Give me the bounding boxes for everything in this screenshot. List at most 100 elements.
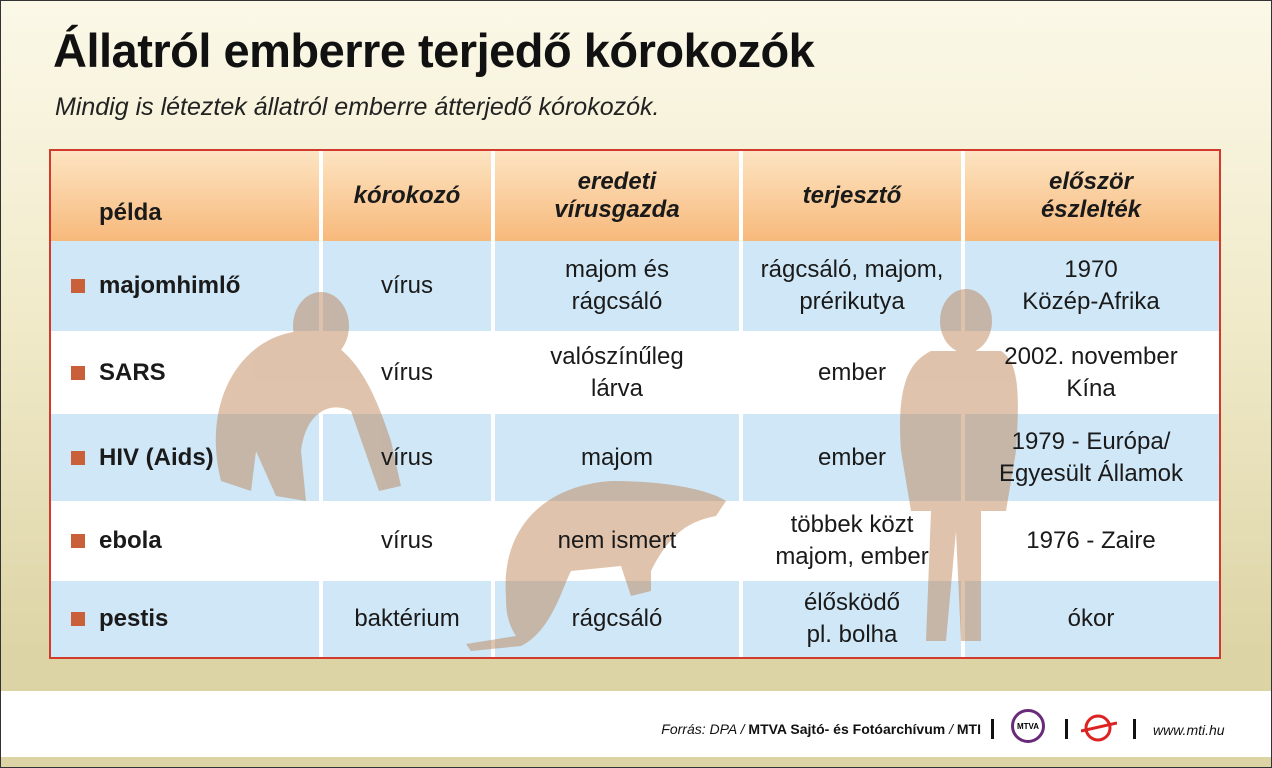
text-line: vírus (380, 358, 433, 386)
cell: 1970 Közép-Afrika (963, 241, 1219, 331)
header-cell: eredeti vírusgazda (493, 151, 741, 241)
text-line: rágcsáló (571, 288, 663, 315)
text-line: majomhimlő (99, 272, 241, 299)
cell: rágcsáló (493, 581, 741, 657)
text-line: eredeti (577, 168, 657, 195)
cell: SARS (51, 331, 321, 414)
bullet (71, 534, 85, 548)
source-agency: MTI (956, 721, 981, 737)
row-bg (51, 501, 1219, 581)
source: Forrás: DPA / MTVA Sajtó- és Fotóarchívu… (661, 721, 981, 737)
text-line: ebola (99, 527, 162, 554)
text-line: észlelték (1040, 196, 1142, 223)
cell: majomhimlő (51, 241, 321, 331)
cell: 2002. november Kína (963, 331, 1219, 414)
cell: pestis (51, 581, 321, 657)
bullet (71, 450, 85, 465)
text-line: 1970 (1064, 256, 1118, 283)
cell: HIV (Aids) (51, 414, 321, 501)
text-line: rágcsáló, majom, (760, 256, 944, 283)
text-line: vírus (380, 272, 433, 299)
header-cell: terjesztő (741, 151, 963, 241)
cell: majom (493, 414, 741, 501)
text-line: prérikutya (799, 288, 905, 315)
row-bg (51, 581, 1219, 657)
table: példa kórokozó eredeti vírusgazda terjesztő e… (49, 149, 1221, 659)
cell: rágcsáló, majom, prérikutya (741, 241, 963, 331)
cell: ember (741, 331, 963, 414)
column-separator (739, 151, 743, 657)
header-cell: kórokozó (321, 151, 493, 241)
text-line: élősködő (803, 589, 901, 616)
text-line: lárva (590, 374, 644, 402)
cell: vírus (321, 331, 493, 414)
row-bg (51, 331, 1219, 414)
text-line: Közép-Afrika (1022, 288, 1160, 315)
text-line: Kína (1066, 374, 1116, 402)
column-separator (961, 151, 965, 657)
footer: Forrás: DPA / MTVA Sajtó- és Fotóarchívu… (1, 691, 1271, 757)
cell: valószínűleg lárva (493, 331, 741, 414)
mti-logo (1081, 714, 1117, 742)
column-separator (491, 151, 495, 657)
text-line: rágcsáló (571, 605, 663, 632)
text-line: majom (580, 443, 653, 471)
subtitle: Mindig is léteztek állatról emberre átte… (55, 93, 660, 121)
text-line: vírusgazda (554, 196, 680, 223)
cell: ember (741, 414, 963, 501)
text-line: 1979 - Európa/ (1011, 427, 1171, 455)
text-line: pestis (99, 605, 169, 632)
logo: MTVA (1011, 709, 1045, 743)
cell: majom és rágcsáló (493, 241, 741, 331)
text-line: vírus (380, 527, 433, 554)
cell: ebola (51, 501, 321, 581)
text-line: baktérium (354, 605, 460, 632)
row-bg (51, 151, 1219, 241)
divider (1065, 719, 1068, 739)
cell: többek közt majom, ember (741, 501, 963, 581)
text-line: 1976 - Zaire (1026, 527, 1156, 554)
cell: baktérium (321, 581, 493, 657)
text-line: ember (817, 443, 887, 471)
title: Állatról emberre terjedő kórokozók (53, 24, 815, 77)
column-separator (319, 151, 323, 657)
text-line: valószínűleg (550, 342, 684, 370)
row-bg (51, 241, 1219, 331)
text-line: 2002. november (1004, 342, 1178, 370)
source-slash: / (949, 721, 953, 737)
text-line: többek közt (790, 511, 914, 538)
text-line: majom és (564, 256, 670, 283)
text-line: kórokozó (353, 182, 461, 209)
text-line: majom, ember (775, 543, 929, 570)
text-line: ember (817, 358, 887, 386)
website: www.mti.hu (1153, 722, 1225, 738)
text-line: vírus (380, 443, 433, 471)
cell: vírus (321, 241, 493, 331)
cell: ókor (963, 581, 1219, 657)
source-archive: MTVA Sajtó- és Fotóarchívum (748, 721, 946, 737)
source-prefix: Forrás: DPA / (661, 721, 745, 737)
row-bg (51, 414, 1219, 501)
cell: nem ismert (493, 501, 741, 581)
cell: vírus (321, 501, 493, 581)
text-line: Egyesült Államok (998, 459, 1184, 487)
divider (1133, 719, 1136, 739)
text-line: HIV (Aids) (99, 443, 214, 471)
cell: élősködő pl. bolha (741, 581, 963, 657)
text-line: ókor (1067, 605, 1115, 632)
cell: 1976 - Zaire (963, 501, 1219, 581)
text-line: terjesztő (802, 182, 902, 209)
cell: vírus (321, 414, 493, 501)
text-line: SARS (99, 358, 166, 386)
text-line: nem ismert (557, 527, 677, 554)
bullet (71, 279, 85, 293)
header-cell: példa (51, 151, 321, 241)
header-cell: először észlelték (963, 151, 1219, 241)
bullet (71, 365, 85, 380)
cell: 1979 - Európa/Egyesült Államok (963, 414, 1219, 501)
text-line: pl. bolha (806, 621, 898, 648)
divider (991, 719, 994, 739)
bullet (71, 612, 85, 626)
text-line: először (1048, 168, 1134, 195)
